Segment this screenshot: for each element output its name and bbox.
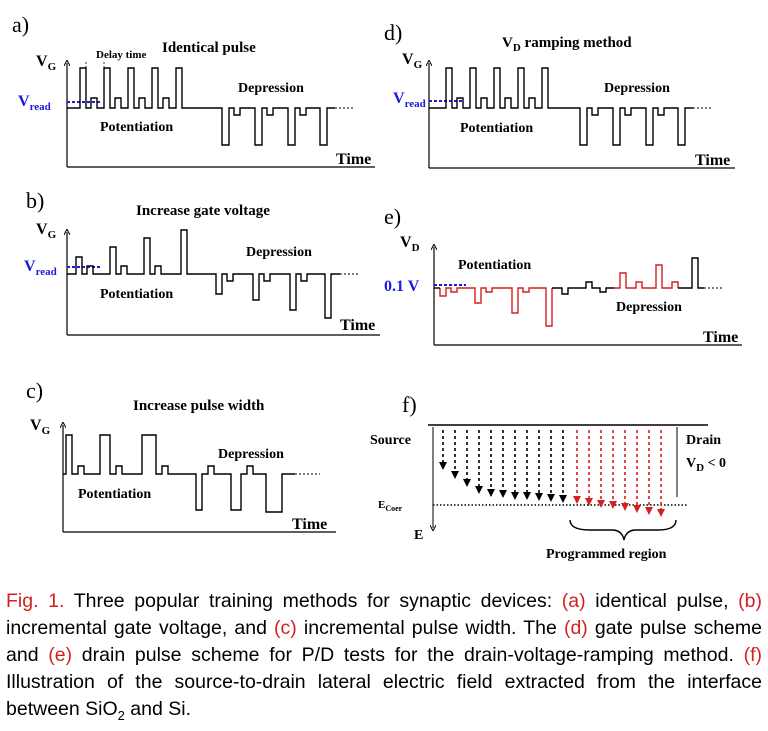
panel-b: b) Increase gate voltage VG Vread Potent… [24, 188, 380, 336]
panel-d-waveform [429, 67, 693, 146]
panel-f-ecoer-label: ECoer [378, 499, 403, 513]
panel-f-black-arrows [439, 430, 567, 503]
figure-caption: Fig. 1. Three popular training methods f… [6, 588, 762, 723]
panel-e-red-dep-waveform [614, 264, 679, 289]
panel-e-black-baseline-1 [552, 281, 614, 295]
panel-f-vd-label: VD < 0 [686, 456, 726, 474]
panel-f: f) Source Drain VD < 0 ECoer E [370, 392, 726, 562]
panel-d-time: Time [695, 152, 730, 169]
panel-e: e) VD 0.1 V Potentiation Depression Time [384, 204, 742, 346]
panel-a-potentiation: Potentiation [100, 120, 173, 135]
panel-b-potentiation: Potentiation [100, 287, 173, 302]
panel-c-time: Time [292, 516, 327, 533]
panel-c-waveform [63, 434, 295, 513]
panel-d-vg-label: VG [402, 51, 423, 71]
panel-b-waveform [67, 229, 340, 319]
caption-text-3: incremental gate voltage, and [6, 617, 275, 639]
caption-ref-e: (e) [48, 644, 73, 666]
panel-f-brace [569, 519, 677, 541]
panel-f-red-arrows [573, 430, 665, 517]
caption-fig-label: Fig. 1. [6, 590, 65, 612]
panel-e-potentiation: Potentiation [458, 258, 531, 273]
panel-f-source: Source [370, 433, 411, 448]
panel-d-label: d) [384, 20, 402, 45]
panel-a-waveform [67, 67, 335, 146]
caption-ref-b: (b) [738, 590, 762, 612]
panel-c-label: c) [26, 378, 43, 403]
caption-ref-d: (d) [563, 617, 588, 639]
caption-text-7: Illustration of the source-to-drain late… [6, 671, 762, 720]
panel-c-vg-label: VG [30, 417, 51, 437]
caption-sub-2: 2 [117, 707, 125, 723]
panel-a-vg-label: VG [36, 53, 57, 73]
figure-panels: a) Identical pulse VG Vread Delay time P… [12, 12, 742, 562]
caption-text-2: identical pulse, [585, 590, 739, 612]
panel-f-label: f) [402, 392, 417, 417]
panel-c-potentiation: Potentiation [78, 487, 151, 502]
panel-c: c) Increase pulse width VG Potentiation … [26, 378, 336, 533]
panel-a-depression: Depression [238, 81, 304, 96]
panel-d: d) VD ramping method VG Vread Potentiati… [384, 20, 735, 169]
caption-text-8: and Si. [124, 698, 192, 720]
caption-text-4: incremental pulse width. The [296, 617, 564, 639]
panel-b-label: b) [26, 188, 44, 213]
panel-e-label: e) [384, 204, 401, 229]
panel-e-vlevel-label: 0.1 V [384, 278, 420, 295]
panel-c-depression: Depression [218, 447, 284, 462]
panel-f-drain: Drain [686, 433, 721, 448]
caption-text-1: Three popular training methods for synap… [64, 590, 562, 612]
panel-d-potentiation: Potentiation [460, 121, 533, 136]
panel-b-depression: Depression [246, 245, 312, 260]
panel-a-vread-label: Vread [18, 93, 51, 113]
panel-e-time: Time [703, 329, 738, 346]
caption-ref-f: (f) [743, 644, 763, 666]
panel-b-vg-label: VG [36, 221, 57, 241]
panel-b-time: Time [340, 317, 375, 334]
panel-a-delay-label: Delay time [96, 49, 147, 61]
panel-a-title: Identical pulse [162, 40, 256, 56]
panel-e-depression: Depression [616, 300, 682, 315]
panel-d-depression: Depression [604, 81, 670, 96]
panel-d-title: VD ramping method [502, 35, 632, 54]
panel-c-title: Increase pulse width [133, 398, 265, 414]
panel-f-region-label: Programmed region [546, 547, 667, 562]
caption-text-6: drain pulse scheme for P/D tests for the… [72, 644, 744, 666]
caption-text-5: gate pulse scheme and [6, 617, 762, 666]
panel-d-vread-label: Vread [393, 90, 426, 110]
caption-ref-c: (c) [274, 617, 297, 639]
panel-e-red-pot-waveform [439, 287, 553, 327]
panel-a-label: a) [12, 12, 29, 37]
panel-a-time: Time [336, 151, 371, 168]
caption-ref-a: (a) [561, 590, 586, 612]
panel-e-vd-label: VD [400, 234, 420, 254]
panel-b-vread-label: Vread [24, 258, 57, 278]
panel-a: a) Identical pulse VG Vread Delay time P… [12, 12, 375, 168]
panel-e-black-baseline-2 [678, 257, 704, 289]
panel-f-e-label: E [414, 528, 423, 543]
panel-b-title: Increase gate voltage [136, 203, 270, 219]
